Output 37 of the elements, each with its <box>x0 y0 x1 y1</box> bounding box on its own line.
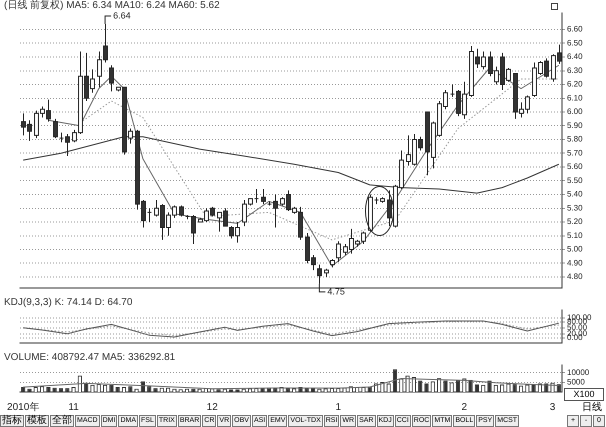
y-tick-label: 6.20 <box>567 80 584 89</box>
chart-title: VOLUME: 408792.47 MA5: 336292.81 <box>4 352 176 363</box>
text: 模板 <box>25 415 49 427</box>
x-tick-label: 2010年 <box>7 400 40 413</box>
x-tick-label: 11 <box>68 402 80 413</box>
y-tick-label: 6.40 <box>567 52 584 62</box>
chart-title: (日线 前复权) MA5: 6.34 MA10: 6.24 MA60: 5.62 <box>4 0 220 11</box>
y-tick-label: 6.00 <box>567 107 584 116</box>
x-tick-label: 2 <box>462 402 468 413</box>
y-tick-label: 5.80 <box>567 134 584 144</box>
y-tick-label: 5.40 <box>567 190 584 199</box>
y-tick-label: 6.10 <box>567 93 584 102</box>
y-tick-label: 5.90 <box>567 120 584 130</box>
y-tick-label: 5000 <box>567 378 586 387</box>
y-tick-label: 4.80 <box>567 272 584 282</box>
annotation: 4.75 <box>327 286 345 296</box>
y-tick-label: 5.50 <box>567 176 584 185</box>
y-tick-label: 5.60 <box>567 162 584 172</box>
y-tick-label: 4.90 <box>567 258 584 268</box>
y-tick-label: 5.70 <box>567 148 584 158</box>
y-tick-label: 10000 <box>567 368 590 377</box>
y-tick-label: 5.00 <box>567 244 584 254</box>
y-tick-label: 5.10 <box>567 230 584 240</box>
text: 全部 <box>50 415 74 427</box>
annotation: 6.64 <box>113 10 131 20</box>
x-tick-label: 12 <box>206 402 218 413</box>
y-tick-label: 6.50 <box>567 38 584 48</box>
text: 日线 <box>582 402 602 414</box>
x-tick-label: 1 <box>335 402 342 413</box>
y-tick-label: 5.20 <box>567 217 584 226</box>
text: 指标 <box>0 415 24 427</box>
x-tick-label: 3 <box>550 402 556 413</box>
y-tick-label: 6.60 <box>567 24 584 34</box>
y-tick-label: 5.30 <box>567 203 584 212</box>
chart-title: KDJ(9,3,3) K: 74.14 D: 64.70 <box>4 297 132 308</box>
text: X100 <box>564 388 604 401</box>
y-tick-label: 6.30 <box>567 66 584 75</box>
